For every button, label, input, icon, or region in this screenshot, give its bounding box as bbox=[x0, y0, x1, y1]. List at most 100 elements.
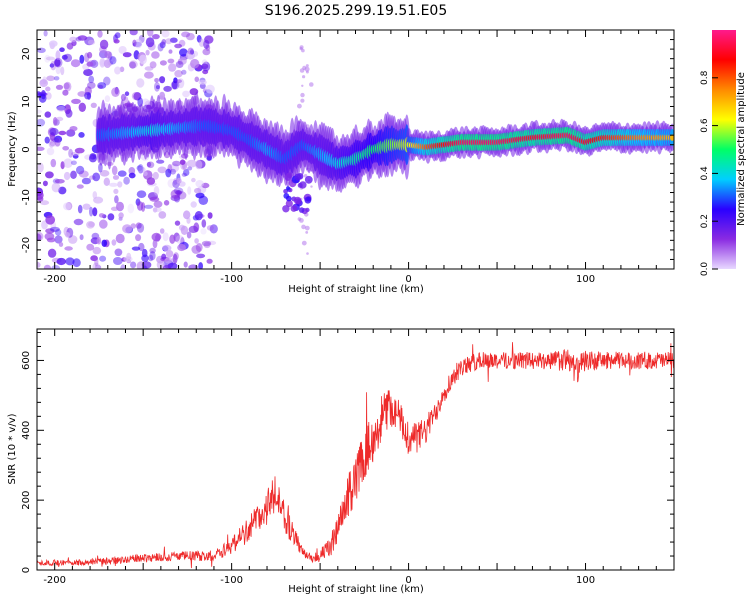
noise-speckle bbox=[69, 36, 78, 42]
noise-speckle bbox=[68, 148, 73, 158]
colorbar-tick-label: 0.0 bbox=[700, 262, 710, 277]
noise-speckle bbox=[147, 30, 154, 37]
spectrogram-xlabel: Height of straight line (km) bbox=[288, 284, 424, 295]
noise-speckle bbox=[50, 158, 57, 168]
noise-speckle bbox=[114, 195, 119, 204]
noise-speckle bbox=[195, 192, 205, 199]
noise-speckle bbox=[181, 31, 191, 38]
noise-speckle bbox=[299, 45, 304, 50]
noise-speckle bbox=[179, 48, 188, 57]
noise-speckle bbox=[181, 172, 187, 177]
spectrogram-cell bbox=[286, 195, 292, 202]
noise-speckle bbox=[173, 77, 178, 84]
noise-speckle bbox=[201, 182, 210, 189]
noise-speckle bbox=[45, 171, 54, 179]
noise-speckle bbox=[149, 247, 156, 254]
noise-speckle bbox=[86, 61, 94, 67]
noise-speckle bbox=[56, 105, 66, 112]
noise-speckle bbox=[60, 161, 65, 170]
noise-speckle bbox=[71, 98, 81, 104]
noise-speckle bbox=[99, 219, 108, 229]
noise-speckle bbox=[79, 234, 84, 241]
noise-speckle bbox=[168, 63, 177, 72]
snr-xtick-label: -200 bbox=[43, 575, 66, 586]
noise-speckle bbox=[44, 54, 51, 63]
noise-speckle bbox=[145, 37, 155, 48]
noise-speckle bbox=[149, 196, 160, 202]
colorbar-tick-label: 0.2 bbox=[700, 214, 710, 228]
noise-speckle bbox=[86, 243, 95, 251]
noise-speckle bbox=[194, 238, 199, 244]
noise-speckle bbox=[149, 61, 157, 69]
noise-speckle bbox=[123, 176, 130, 185]
noise-speckle bbox=[205, 84, 215, 94]
noise-speckle bbox=[206, 155, 213, 161]
noise-speckle bbox=[72, 154, 79, 159]
noise-speckle bbox=[196, 253, 206, 259]
noise-speckle bbox=[113, 39, 120, 44]
noise-speckle bbox=[136, 190, 147, 198]
noise-speckle bbox=[118, 212, 124, 219]
noise-speckle bbox=[60, 66, 65, 76]
spectrogram-xtick-label: 0 bbox=[405, 274, 411, 285]
noise-speckle bbox=[301, 224, 306, 230]
noise-speckle bbox=[188, 264, 199, 269]
spectrogram-cell bbox=[304, 196, 312, 204]
noise-speckle bbox=[163, 85, 172, 92]
noise-speckle bbox=[170, 189, 180, 199]
noise-speckle bbox=[53, 135, 63, 143]
noise-speckle bbox=[118, 46, 127, 54]
noise-speckle bbox=[174, 70, 183, 78]
noise-speckle bbox=[183, 261, 188, 268]
snr-xtick-label: -100 bbox=[220, 575, 243, 586]
noise-speckle bbox=[301, 240, 307, 246]
noise-speckle bbox=[54, 229, 62, 236]
noise-speckle bbox=[132, 39, 137, 47]
noise-speckle bbox=[82, 203, 91, 210]
noise-speckle bbox=[43, 30, 48, 37]
spectrogram-cell bbox=[299, 181, 307, 189]
noise-speckle bbox=[203, 39, 210, 50]
noise-speckle bbox=[84, 52, 90, 63]
noise-speckle bbox=[78, 170, 89, 178]
noise-speckle bbox=[176, 177, 182, 184]
noise-speckle bbox=[182, 90, 190, 98]
noise-speckle bbox=[207, 240, 217, 246]
noise-speckle bbox=[134, 39, 143, 49]
noise-speckle bbox=[201, 63, 209, 70]
noise-speckle bbox=[191, 177, 196, 183]
noise-speckle bbox=[302, 65, 307, 70]
noise-speckle bbox=[155, 85, 160, 90]
spectrogram-cell bbox=[285, 199, 293, 208]
noise-speckle bbox=[63, 158, 73, 168]
noise-speckle bbox=[207, 212, 213, 219]
noise-speckle bbox=[201, 240, 212, 247]
noise-speckle bbox=[87, 81, 96, 89]
noise-speckle bbox=[65, 232, 70, 238]
noise-speckle bbox=[151, 51, 160, 59]
noise-speckle bbox=[97, 30, 103, 38]
noise-speckle bbox=[109, 56, 117, 65]
noise-speckle bbox=[159, 41, 166, 49]
noise-speckle bbox=[92, 172, 101, 182]
noise-speckle bbox=[88, 154, 97, 163]
snr-panel: -200 -100 0 100 0 200 400 600 Height of straigh… bbox=[7, 328, 675, 595]
noise-speckle bbox=[146, 177, 156, 185]
figure-title: S196.2025.299.19.51.E05 bbox=[265, 3, 448, 19]
noise-speckle bbox=[103, 59, 112, 68]
noise-speckle bbox=[70, 59, 81, 68]
spectrogram-xtick-label: 100 bbox=[576, 274, 595, 285]
noise-speckle bbox=[209, 224, 218, 234]
noise-speckle bbox=[65, 109, 73, 118]
noise-speckle bbox=[127, 203, 135, 214]
noise-speckle bbox=[131, 92, 140, 101]
noise-speckle bbox=[195, 180, 204, 188]
noise-speckle bbox=[206, 258, 213, 264]
noise-speckle bbox=[45, 86, 51, 92]
colorbar: 0.0 0.2 0.4 0.6 0.8 Normalized spectral ampl… bbox=[700, 30, 747, 276]
noise-speckle bbox=[115, 233, 125, 244]
noise-speckle bbox=[78, 102, 87, 113]
noise-speckle bbox=[183, 168, 190, 177]
noise-speckle bbox=[87, 39, 96, 45]
noise-speckle bbox=[99, 255, 107, 262]
